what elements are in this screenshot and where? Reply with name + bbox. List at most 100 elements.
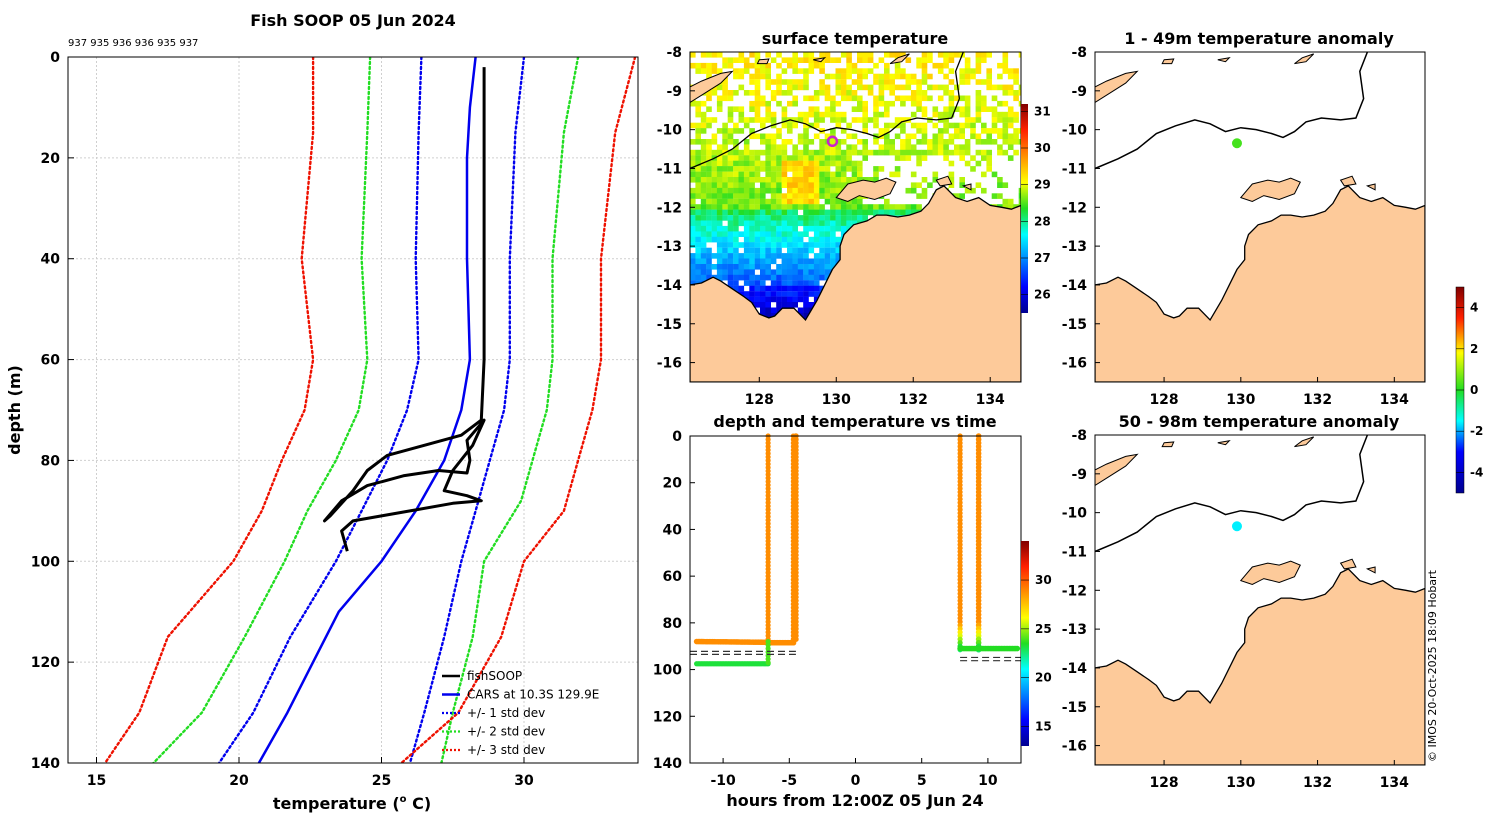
sst-cell bbox=[792, 231, 798, 237]
sst-cell bbox=[932, 139, 939, 145]
sst-cell bbox=[695, 242, 701, 248]
sst-cell bbox=[824, 57, 831, 63]
sst-cell bbox=[840, 73, 847, 80]
sst-cell bbox=[706, 187, 712, 194]
sst-cell bbox=[695, 215, 701, 221]
sst-cell bbox=[706, 247, 712, 254]
anomaly-lower-islands bbox=[1095, 436, 1376, 586]
sst-cell bbox=[889, 149, 895, 156]
sst-cell bbox=[835, 160, 842, 167]
sst-cell bbox=[819, 84, 825, 91]
sst-cell bbox=[706, 68, 712, 74]
sst-cell bbox=[781, 182, 788, 188]
colorbar-tick-label: 4 bbox=[1470, 301, 1478, 315]
sst-cell bbox=[765, 204, 771, 210]
sst-cell bbox=[808, 291, 815, 297]
sst-cell bbox=[954, 84, 960, 91]
sst-cell bbox=[700, 52, 707, 58]
colorbar-tick-label: 15 bbox=[1035, 719, 1052, 733]
sst-cell bbox=[776, 100, 782, 107]
sst-cell bbox=[749, 198, 755, 205]
sst-cell bbox=[937, 52, 944, 58]
sst-cell bbox=[830, 128, 836, 134]
sst-cell bbox=[733, 90, 739, 96]
sst-cell bbox=[889, 79, 895, 85]
sst-cell bbox=[862, 57, 868, 63]
sst-cell bbox=[754, 215, 761, 221]
sst-cell bbox=[760, 166, 766, 172]
lat-tick-label: -14 bbox=[1062, 278, 1088, 294]
sst-cell bbox=[900, 144, 906, 150]
sst-cell bbox=[986, 84, 992, 91]
sst-cell bbox=[878, 166, 885, 172]
sst-cell bbox=[695, 258, 701, 265]
y-tick-label: 140 bbox=[31, 756, 60, 772]
sst-cell bbox=[803, 177, 809, 183]
sst-cell bbox=[819, 258, 825, 265]
sst-cell bbox=[824, 73, 831, 80]
sst-cell bbox=[727, 128, 734, 134]
sst-cell bbox=[733, 209, 739, 216]
sst-cell bbox=[787, 296, 793, 303]
sst-cell bbox=[900, 52, 906, 58]
sst-cell bbox=[981, 187, 987, 194]
sst-cell bbox=[986, 160, 992, 167]
sst-cell bbox=[830, 100, 836, 107]
sst-cell bbox=[830, 258, 836, 265]
sst-cell bbox=[819, 269, 825, 275]
sst-cell bbox=[1002, 57, 1009, 63]
sst-cell bbox=[765, 106, 771, 112]
sst-cell bbox=[910, 122, 917, 129]
sst-cell bbox=[765, 117, 771, 123]
sst-cell bbox=[733, 139, 739, 145]
sst-cell bbox=[840, 90, 847, 96]
sst-cell bbox=[894, 166, 901, 172]
sst-cell bbox=[824, 182, 831, 188]
sst-cell bbox=[797, 57, 804, 63]
sst-cell bbox=[884, 52, 890, 58]
sst-cell bbox=[792, 204, 798, 210]
sst-cell bbox=[997, 149, 1003, 156]
sst-cell bbox=[722, 79, 728, 85]
sst-cell bbox=[932, 171, 939, 178]
sst-cell bbox=[830, 209, 836, 216]
sst-cell bbox=[921, 52, 928, 58]
sst-cell bbox=[830, 139, 836, 145]
sst-cell bbox=[781, 117, 788, 123]
sst-cell bbox=[797, 291, 804, 297]
sst-cell bbox=[948, 182, 955, 188]
sst-cell bbox=[921, 79, 928, 85]
sst-cell bbox=[733, 231, 739, 237]
sst-heatmap bbox=[690, 52, 1021, 335]
sst-cell bbox=[722, 231, 728, 237]
sst-cell bbox=[830, 253, 836, 259]
sst-cell bbox=[954, 95, 960, 102]
sst-cell bbox=[695, 155, 701, 161]
sst-cell bbox=[781, 302, 788, 308]
sst-cell bbox=[706, 160, 712, 167]
lat-tick-label: -10 bbox=[1062, 506, 1088, 522]
sst-cell bbox=[760, 204, 766, 210]
sst-cell bbox=[808, 177, 815, 183]
sst-cell bbox=[711, 236, 718, 243]
sst-cell bbox=[857, 198, 863, 205]
lon-tick-label: 134 bbox=[976, 392, 1005, 408]
sst-cell bbox=[706, 225, 712, 232]
sst-cell bbox=[884, 68, 890, 74]
anomaly-lower-axes-box bbox=[1094, 434, 1426, 766]
sst-cell bbox=[894, 84, 901, 91]
lat-tick-label: -9 bbox=[1071, 467, 1087, 483]
sst-cell bbox=[695, 253, 701, 259]
sst-cell bbox=[770, 160, 777, 167]
sst-cell bbox=[770, 215, 777, 221]
sst-cell bbox=[991, 122, 998, 129]
sst-cell bbox=[781, 171, 788, 178]
sst-cell bbox=[840, 198, 847, 205]
sst-colorbar bbox=[1021, 104, 1028, 313]
sst-cell bbox=[733, 236, 739, 243]
colorbar-tick-label: 25 bbox=[1035, 622, 1052, 636]
sst-cell bbox=[754, 231, 761, 237]
sst-cell bbox=[813, 209, 820, 216]
sst-cell bbox=[695, 111, 701, 118]
sst-cell bbox=[986, 68, 992, 74]
